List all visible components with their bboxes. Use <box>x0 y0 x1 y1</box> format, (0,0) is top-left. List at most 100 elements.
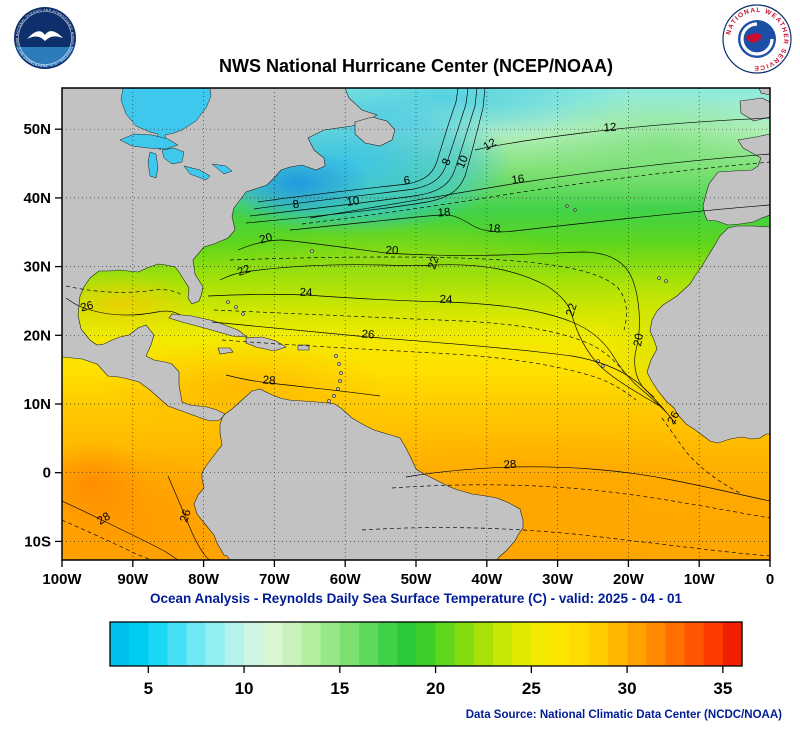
lake-michigan <box>147 151 159 179</box>
noaa-gull-icon <box>27 31 63 41</box>
lon-tick-label: 10W <box>684 571 716 588</box>
colorbar-cell <box>703 622 724 666</box>
contour-label: 20 <box>258 232 273 247</box>
colorbar-cell <box>550 622 571 666</box>
contour-label: 28 <box>95 511 112 528</box>
contour-label: 18 <box>487 222 501 235</box>
contour-label: 26 <box>79 300 94 315</box>
noaa-logo-ring <box>18 11 72 65</box>
land-england <box>739 97 770 122</box>
lon-tick-label: 70W <box>259 571 291 588</box>
colorbar-cell <box>186 622 207 666</box>
contour-18 <box>289 204 770 233</box>
colorbar: 5 10 15 20 25 30 35 <box>109 621 743 698</box>
colorbar-cell <box>588 622 609 666</box>
figure-caption: Ocean Analysis - Reynolds Daily Sea Surf… <box>150 591 682 606</box>
lat-tick-label: 30N <box>23 259 51 276</box>
colorbar-cell <box>512 622 532 666</box>
colorbar-cell <box>110 622 130 666</box>
lon-tick-label: 30W <box>542 571 574 588</box>
lon-tick-label: 60W <box>330 571 362 588</box>
lat-tick-label: 50N <box>23 121 51 138</box>
colorbar-cell <box>607 622 628 666</box>
colorbar-cell <box>358 622 379 666</box>
contour-dashed <box>661 417 743 495</box>
colorbar-cell <box>129 622 149 666</box>
colorbar-cell <box>627 622 647 666</box>
map-canvas: 6881010121216181820202022222224242626262… <box>62 88 770 560</box>
noaa-logo-sea <box>16 47 74 68</box>
contour-dashed <box>391 484 770 519</box>
page-title: NWS National Hurricane Center (NCEP/NOAA… <box>219 56 613 76</box>
contour-22 <box>219 264 661 407</box>
land-small-islands <box>226 204 668 403</box>
lon-tick-label: 20W <box>613 571 645 588</box>
contour-label: 12 <box>603 122 617 135</box>
contour-6 <box>257 88 459 203</box>
land-masses <box>62 88 770 560</box>
land-hispaniola <box>245 336 287 352</box>
colorbar-tick-label: 15 <box>330 679 349 698</box>
inland-water <box>119 88 233 181</box>
contour-label: 12 <box>481 137 498 154</box>
nws-swirl-icon <box>740 22 774 56</box>
contour-label: 10 <box>346 195 360 209</box>
contour-label: 26 <box>666 410 683 427</box>
lon-tick-label: 90W <box>117 571 149 588</box>
colorbar-cell <box>148 622 169 666</box>
colorbar-tick-label: 35 <box>713 679 732 698</box>
lat-tick-label: 10N <box>23 396 51 413</box>
lon-tick-label: 80W <box>188 571 220 588</box>
colorbar-cell <box>646 622 666 666</box>
colorbar-cell <box>454 622 475 666</box>
contour-label: 22 <box>426 255 441 271</box>
contour-20 <box>237 239 655 398</box>
latlon-grid <box>62 88 770 560</box>
contour-28-pacific <box>62 500 179 560</box>
colorbar-cell <box>569 622 590 666</box>
contour-dashed <box>65 285 183 296</box>
lat-tick-label: 20N <box>23 327 51 344</box>
colorbar-tick-label: 20 <box>426 679 445 698</box>
contour-28-equator <box>405 466 770 502</box>
contour-dashed <box>301 161 770 225</box>
contour-label: 28 <box>503 459 516 472</box>
contour-label: 20 <box>632 333 646 348</box>
contour-label: 26 <box>361 329 375 342</box>
colorbar-frame <box>109 621 743 667</box>
contour-dashed <box>229 256 627 331</box>
colorbar-cell <box>282 622 303 666</box>
land-puerto-rico <box>297 344 310 351</box>
contour-label: 28 <box>262 374 276 387</box>
land-scotland <box>758 88 770 96</box>
contour-label: 8 <box>292 199 300 212</box>
contour-26-pacific <box>167 475 211 560</box>
contour-26-gulf <box>65 297 181 316</box>
contour-24 <box>207 294 667 413</box>
contour-label: 24 <box>299 287 313 299</box>
contour-8 <box>253 88 469 210</box>
land-north-america <box>62 88 378 422</box>
contour-label: 6 <box>403 175 411 188</box>
contour-label: 8 <box>440 157 454 167</box>
colorbar-cell <box>416 622 437 666</box>
contour-label: 22 <box>236 263 252 279</box>
colorbar-cell <box>435 622 456 666</box>
land-cuba <box>168 313 248 338</box>
lat-tick-label: 40N <box>23 190 51 207</box>
colorbar-cells <box>110 622 743 666</box>
contour-dashed <box>213 309 625 373</box>
map-panel: 6881010121216181820202022222224242626262… <box>61 87 771 561</box>
noaa-logo: NATIONAL OCEANIC AND ATMOSPHERIC ADMINIS… <box>0 0 76 69</box>
contour-lines <box>62 88 770 560</box>
contour-value-labels: 6881010121216181820202022222224242626262… <box>79 122 682 528</box>
lake-huron <box>161 147 185 165</box>
colorbar-cell <box>493 622 513 666</box>
colorbar-tick-label: 5 <box>144 679 153 698</box>
land-jamaica <box>217 347 234 355</box>
lon-tick-label: 100W <box>42 571 82 588</box>
colorbar-cell <box>473 622 494 666</box>
colorbar-cell <box>531 622 552 666</box>
colorbar-cell <box>301 622 322 666</box>
contour-label: 16 <box>511 173 525 187</box>
